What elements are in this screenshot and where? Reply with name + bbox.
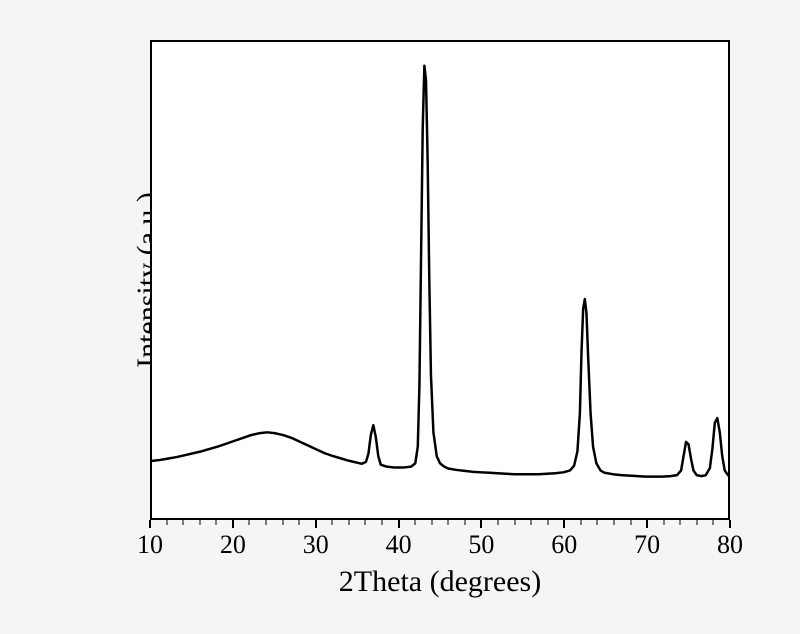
x-tick-label: 80: [717, 530, 743, 560]
plot-area: [150, 40, 730, 520]
x-tick-minor: [630, 520, 631, 525]
x-tick-minor: [597, 520, 598, 525]
x-tick-minor: [431, 520, 432, 525]
xrd-chart: Intensity (a.u.) 1020304050607080 2Theta…: [40, 20, 760, 600]
xrd-series-line: [152, 66, 728, 477]
x-tick-minor: [216, 520, 217, 525]
x-tick-minor: [614, 520, 615, 525]
x-tick: [398, 520, 400, 528]
x-tick-minor: [348, 520, 349, 525]
x-tick-label: 30: [303, 530, 329, 560]
x-tick-minor: [299, 520, 300, 525]
x-tick: [232, 520, 234, 528]
x-tick-minor: [415, 520, 416, 525]
x-tick-label: 50: [468, 530, 494, 560]
x-tick: [646, 520, 648, 528]
x-tick-label: 70: [634, 530, 660, 560]
x-tick-minor: [249, 520, 250, 525]
x-tick-minor: [183, 520, 184, 525]
x-tick-label: 60: [551, 530, 577, 560]
x-tick-minor: [365, 520, 366, 525]
x-tick: [149, 520, 151, 528]
x-tick-minor: [166, 520, 167, 525]
x-tick-minor: [464, 520, 465, 525]
x-tick-minor: [199, 520, 200, 525]
x-tick-minor: [282, 520, 283, 525]
x-tick-minor: [498, 520, 499, 525]
x-tick: [729, 520, 731, 528]
x-tick-label: 20: [220, 530, 246, 560]
x-tick-minor: [680, 520, 681, 525]
x-tick-minor: [547, 520, 548, 525]
x-tick-minor: [448, 520, 449, 525]
x-tick-minor: [514, 520, 515, 525]
x-tick-minor: [696, 520, 697, 525]
x-tick-minor: [382, 520, 383, 525]
x-tick-minor: [580, 520, 581, 525]
x-tick: [563, 520, 565, 528]
x-tick-minor: [713, 520, 714, 525]
x-axis-label: 2Theta (degrees): [339, 565, 541, 599]
x-tick-label: 40: [386, 530, 412, 560]
x-tick-minor: [663, 520, 664, 525]
x-tick: [480, 520, 482, 528]
x-tick: [315, 520, 317, 528]
xrd-line-svg: [152, 42, 728, 518]
x-tick-minor: [332, 520, 333, 525]
x-tick-minor: [531, 520, 532, 525]
x-tick-label: 10: [137, 530, 163, 560]
x-tick-minor: [266, 520, 267, 525]
